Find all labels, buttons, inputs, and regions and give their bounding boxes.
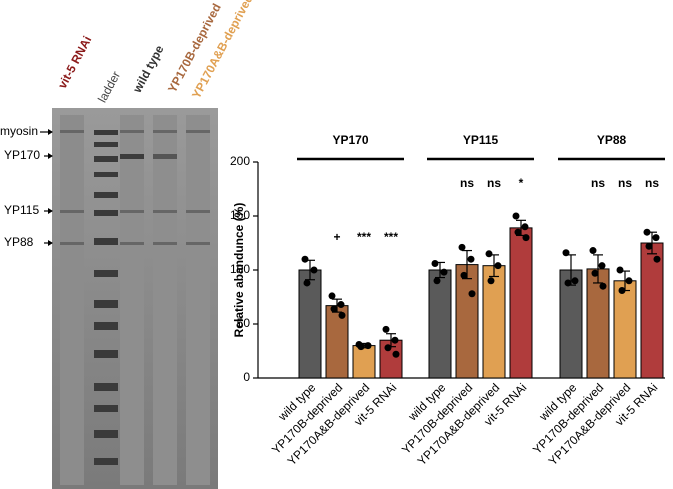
data-point	[487, 277, 495, 285]
significance-label: ***	[384, 230, 398, 244]
data-point	[357, 343, 365, 351]
data-point	[338, 311, 346, 319]
y-tick-label: 150	[230, 208, 250, 222]
data-point	[382, 325, 390, 333]
data-point	[643, 228, 651, 236]
data-point	[391, 336, 399, 344]
data-point	[645, 242, 653, 250]
significance-label: *	[519, 176, 524, 190]
marker-arrowhead	[48, 129, 53, 135]
bar	[352, 345, 376, 379]
data-point	[384, 344, 392, 352]
bar	[613, 280, 637, 379]
gel-image	[52, 108, 218, 489]
data-point	[591, 269, 599, 277]
data-point	[564, 279, 572, 287]
marker-arrowhead	[48, 240, 53, 246]
gel-lane	[186, 115, 210, 485]
marker-label: YP170	[4, 148, 40, 162]
marker-label: YP115	[4, 203, 39, 217]
panel-title: YP170	[332, 133, 368, 147]
significance-label: +	[333, 230, 340, 244]
sample-bands	[60, 130, 210, 245]
data-point	[330, 305, 338, 313]
data-point	[460, 271, 468, 279]
significance-label: ns	[618, 176, 632, 190]
data-point	[468, 290, 476, 298]
bar	[640, 242, 664, 379]
bar	[455, 264, 479, 379]
data-point	[625, 277, 633, 285]
marker-label: myosin	[0, 124, 38, 138]
data-point	[652, 234, 660, 242]
data-point	[512, 212, 520, 220]
bar	[559, 269, 583, 379]
bar	[509, 227, 533, 379]
data-point	[328, 292, 336, 300]
data-point	[433, 277, 441, 285]
marker-arrowhead	[48, 208, 53, 214]
significance-label: ns	[460, 176, 474, 190]
y-tick-label: 50	[237, 316, 251, 330]
y-tick-label: 200	[230, 154, 250, 168]
gel-lane	[60, 115, 84, 485]
data-point	[310, 266, 318, 274]
lane-label: ladder	[95, 69, 123, 105]
ladder-bands	[94, 130, 118, 465]
significance-label: ns	[591, 176, 605, 190]
lane-label: wild type	[130, 43, 167, 96]
data-point	[392, 350, 400, 358]
data-point	[618, 287, 626, 295]
data-point	[571, 277, 579, 285]
data-point	[522, 234, 530, 242]
y-tick-label: 0	[243, 370, 250, 384]
data-point	[521, 223, 529, 231]
marker-label: YP88	[4, 235, 34, 249]
gel-lane	[153, 115, 177, 485]
data-point	[589, 247, 597, 255]
data-point	[598, 262, 606, 270]
gel-lane	[120, 115, 144, 485]
data-point	[364, 342, 372, 350]
y-tick-label: 100	[230, 262, 250, 276]
marker-arrowhead	[48, 153, 53, 159]
data-point	[467, 255, 475, 263]
significance-label: ***	[357, 230, 371, 244]
significance-label: ns	[487, 176, 501, 190]
data-point	[599, 282, 607, 290]
data-point	[303, 279, 311, 287]
data-point	[431, 260, 439, 268]
data-point	[485, 250, 493, 258]
bar	[298, 269, 322, 379]
y-axis-label: Relative abandunce (%)	[232, 203, 246, 338]
data-point	[616, 266, 624, 274]
data-point	[494, 262, 502, 270]
data-point	[337, 301, 345, 309]
bar	[428, 269, 452, 379]
data-point	[562, 249, 570, 257]
data-point	[458, 243, 466, 251]
data-point	[653, 255, 661, 263]
panel-title: YP115	[463, 133, 499, 147]
data-point	[440, 268, 448, 276]
data-point	[514, 228, 522, 236]
panel-title: YP88	[597, 133, 627, 147]
data-point	[301, 255, 309, 263]
significance-label: ns	[645, 176, 659, 190]
lane-label: vit-5 RNAi	[55, 34, 94, 91]
